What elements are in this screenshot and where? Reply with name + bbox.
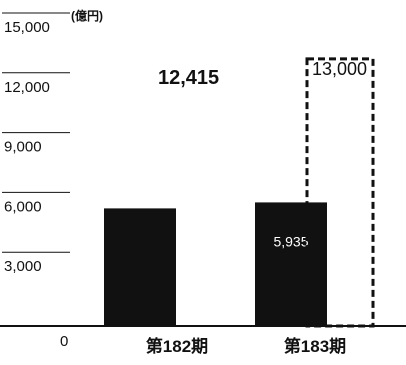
target-value-label: 13,000 — [312, 59, 367, 79]
bar-2 — [255, 202, 327, 326]
y-axis-unit-label: (億円) — [71, 8, 103, 23]
y-tick-label: 15,000 — [4, 19, 50, 36]
y-tick-label: 6,000 — [4, 198, 42, 215]
y-axis-tick-labels: 15,000 12,000 9,000 6,000 3,000 0 — [2, 12, 70, 350]
x-axis-category-labels: 第182期 第183期 — [146, 336, 346, 356]
bar-1 — [104, 208, 176, 326]
annotation-value-label: 12,415 — [158, 67, 219, 89]
y-tick-label: 0 — [60, 333, 68, 350]
bars-group: 5,935 — [104, 202, 327, 326]
bar-value-label: 5,935 — [273, 233, 308, 249]
x-category-label: 第182期 — [146, 336, 208, 356]
y-tick-label: 12,000 — [4, 79, 50, 96]
y-tick-label: 3,000 — [4, 258, 42, 275]
x-category-label: 第183期 — [284, 336, 346, 356]
y-tick-label: 9,000 — [4, 139, 42, 156]
